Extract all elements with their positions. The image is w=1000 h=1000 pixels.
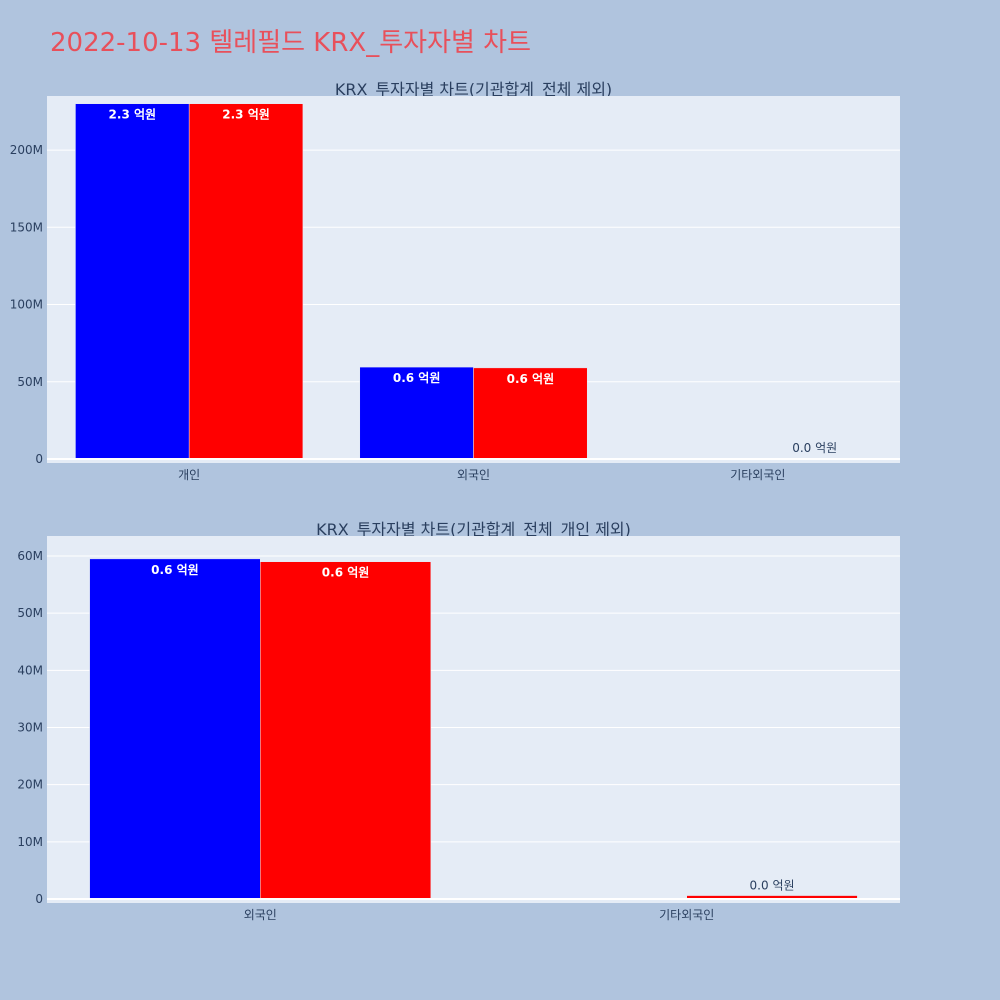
top-x-tick-label: 기타외국인 xyxy=(730,468,785,482)
top-bar xyxy=(75,103,190,460)
bottom-bar-value-label: 0.6 억원 xyxy=(322,566,370,580)
top-bar-value-label: 0.6 억원 xyxy=(507,372,555,386)
top-bar xyxy=(359,366,474,460)
top-bar-value-label: 0.0 억원 xyxy=(792,441,837,455)
chart-bottom: KRX_투자자별 차트(기관합계_전체_개인 제외) 0 10M 20M 30M 40M 5… xyxy=(17,520,900,922)
bottom-y-tick-label: 10M xyxy=(17,835,43,849)
bottom-y-tick-label: 30M xyxy=(17,721,43,735)
top-y-tick-label: 200M xyxy=(10,143,43,157)
chart-top: KRX_투자자별 차트(기관합계_전체 제외) 0 50M 100M 150M 200M 2… xyxy=(10,80,900,482)
bottom-chart-title: KRX_투자자별 차트(기관합계_전체_개인 제외) xyxy=(316,520,631,540)
top-y-tick-label: 50M xyxy=(17,375,43,389)
bottom-y-tick-label: 0 xyxy=(35,892,43,906)
top-y-tick-label: 150M xyxy=(10,220,43,234)
top-x-tick-label: 외국인 xyxy=(457,468,490,482)
top-bar-value-label: 0.6 억원 xyxy=(393,371,441,385)
bottom-y-tick-label: 60M xyxy=(17,549,43,563)
bottom-bar xyxy=(260,561,432,900)
bottom-y-tick-label: 20M xyxy=(17,778,43,792)
bottom-y-tick-label: 40M xyxy=(17,663,43,677)
top-bar xyxy=(473,367,588,460)
bottom-bar xyxy=(89,558,261,900)
bottom-y-tick-label: 50M xyxy=(17,606,43,620)
bottom-x-tick-label: 기타외국인 xyxy=(659,908,714,922)
page-title: 2022-10-13 텔레필드 KRX_투자자별 차트 xyxy=(50,28,532,58)
top-chart-title: KRX_투자자별 차트(기관합계_전체 제외) xyxy=(335,80,612,100)
bottom-x-tick-label: 외국인 xyxy=(244,908,277,922)
top-x-tick-label: 개인 xyxy=(178,468,200,482)
top-y-tick-label: 100M xyxy=(10,298,43,312)
bottom-bar-value-label: 0.0 억원 xyxy=(750,879,795,893)
top-bar-value-label: 2.3 억원 xyxy=(109,108,157,122)
bottom-bar-value-label: 0.6 억원 xyxy=(151,563,199,577)
top-bar xyxy=(188,103,304,460)
top-y-tick-label: 0 xyxy=(35,452,43,466)
top-bar-value-label: 2.3 억원 xyxy=(222,108,270,122)
